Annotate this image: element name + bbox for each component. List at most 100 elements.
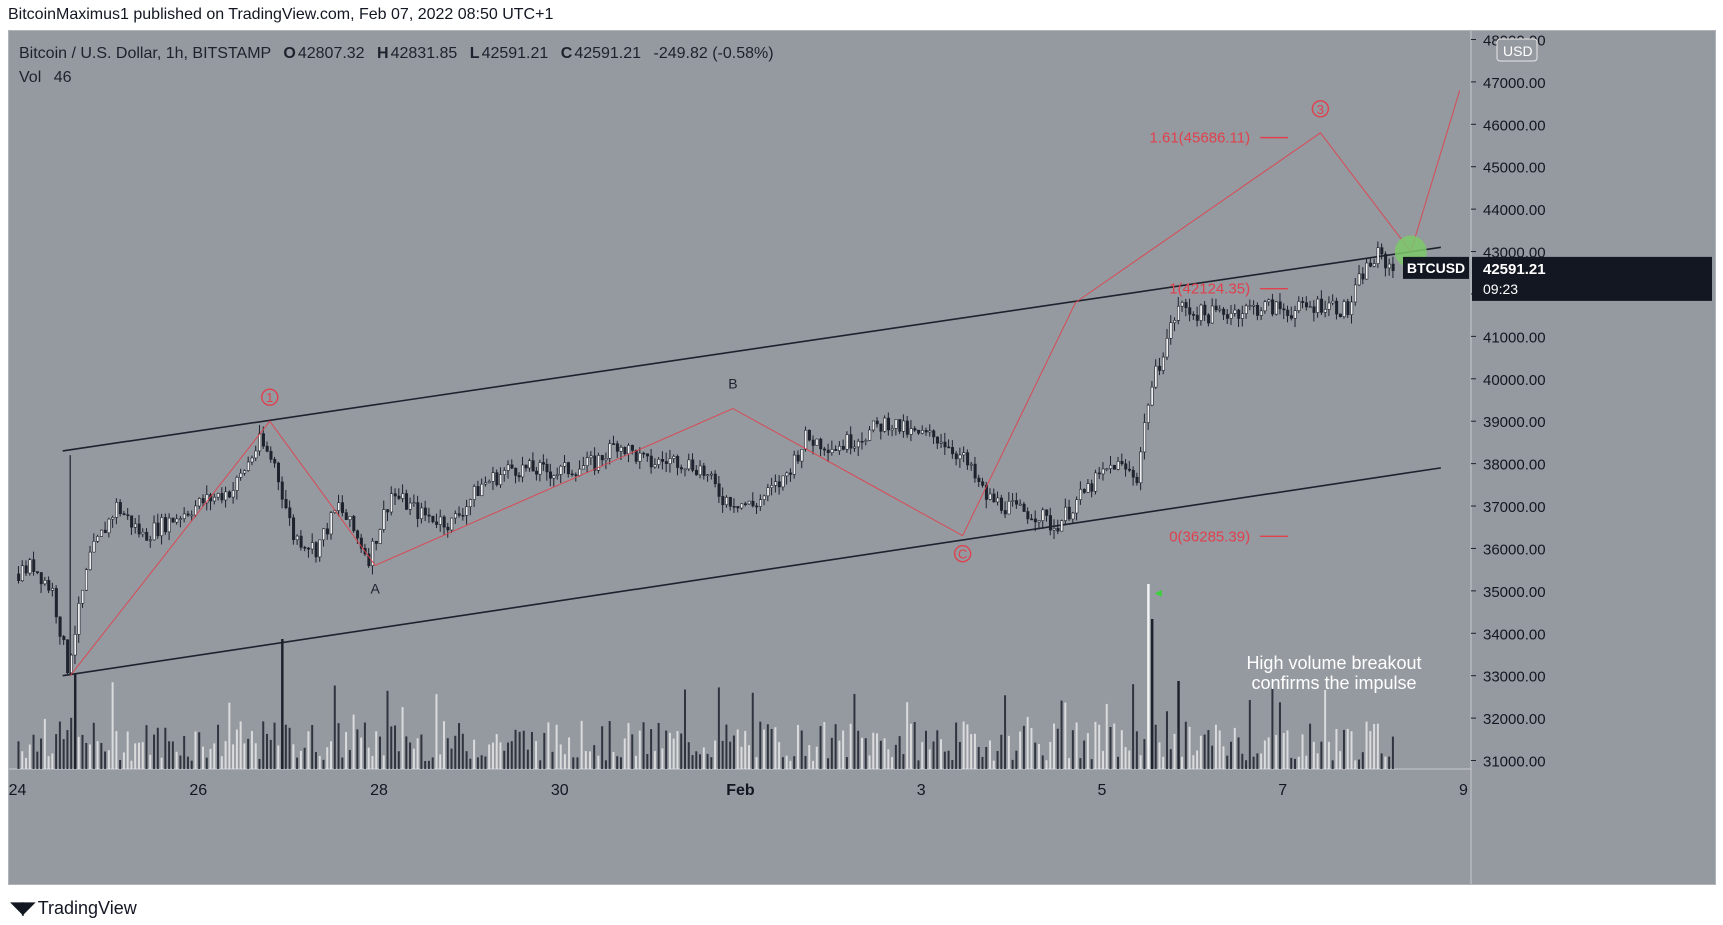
candle-body [133,523,137,528]
volume-bar [1068,758,1071,769]
volume-bar [894,744,897,769]
volume-bar [1019,731,1022,769]
volume-bar [646,753,649,769]
candle-body [1323,309,1327,313]
price-tick-label: 45000.00 [1483,160,1546,177]
candle-body [566,462,570,475]
volume-bar [706,753,709,769]
volume-bar [1260,753,1263,769]
volume-bar [823,722,826,769]
candle-body [721,496,725,506]
candle-body [182,513,186,519]
footer-brand[interactable]: ◥◤ TradingView [10,898,137,919]
volume-bar [1053,723,1056,769]
candle-body [201,498,205,504]
volume-bar [539,760,542,769]
volume-spike-bar [1150,619,1154,769]
candle-body [423,507,427,516]
candle-body [1037,520,1041,523]
channel-upper-line[interactable] [62,246,1441,452]
elliott-wave-path[interactable] [69,90,1461,677]
volume-bar [156,727,159,769]
volume-bar [190,760,193,769]
candle-body [438,516,442,525]
channel-lower-line[interactable] [62,467,1441,677]
volume-bar [446,738,449,769]
volume-bar [62,739,65,769]
volume-value: 46 [53,69,72,86]
close-value: 42591.21 [574,45,642,62]
currency-badge[interactable] [1496,38,1538,62]
volume-bar [488,744,491,769]
high-label: H [377,45,389,62]
volume-bar [345,732,348,769]
candle-body [167,517,171,533]
symbol-title[interactable]: Bitcoin / U.S. Dollar, 1h, BITSTAMP [19,45,271,62]
candle-body [1297,301,1301,311]
symbol-badge-label: BTCUSD [1407,260,1465,276]
volume-bar [299,750,302,769]
candle-body [47,580,51,591]
volume-bar [333,685,336,769]
candle-body [646,453,650,457]
volume-bar [815,746,818,769]
candle-body [1011,500,1015,502]
volume-bar [1199,735,1202,769]
volume-bar [484,756,487,769]
volume-bar [1064,702,1067,769]
volume-bar [1312,741,1315,769]
candle-body [1259,310,1263,316]
candle-body [823,448,827,451]
price-chart[interactable]: 48000.0047000.0046000.0045000.0044000.00… [9,31,1715,884]
wave-label-c-ring [953,545,972,563]
candle-body [535,470,539,475]
volume-bar [499,742,502,769]
volume-bar [1000,734,1003,769]
candle-body [1305,302,1309,308]
volume-bar [555,724,558,769]
volume-bar [145,725,148,769]
candle-body [642,452,646,455]
candle-body [582,465,586,470]
volume-bar [1331,760,1334,769]
candle-body [374,540,378,544]
candle-body [548,471,552,479]
candle-body [420,507,424,519]
volume-bar [1135,731,1138,769]
candle-body [570,473,574,476]
volume-bar [217,724,220,769]
volume-bar [1218,730,1221,769]
candle-body [1173,320,1177,323]
volume-legend: Vol 46 [19,69,72,87]
price-tick-label: 32000.00 [1483,711,1546,728]
candle-body [1365,262,1369,280]
candle-body [1357,273,1361,286]
candle-body [1278,301,1282,310]
candle-body [1289,315,1293,319]
volume-bar [1184,721,1187,769]
candle-body [499,474,503,486]
volume-bar [341,757,344,769]
candle-body [1380,247,1384,255]
volume-bar [1230,741,1233,769]
candle-body [292,517,296,541]
volume-bar [198,732,201,769]
volume-bar [36,751,39,769]
last-price-badge[interactable] [1472,256,1712,301]
volume-bar [1128,750,1131,769]
symbol-badge[interactable] [1403,256,1469,279]
price-tick-label: 44000.00 [1483,202,1546,219]
candle-body [838,445,842,451]
candle-body [531,460,535,472]
candle-body [947,446,951,449]
volume-bar [476,757,479,769]
price-axis-panel[interactable] [1471,31,1715,884]
candle-body [781,475,785,488]
chart-panel[interactable]: 48000.0047000.0046000.0045000.0044000.00… [8,30,1716,885]
volume-bar [966,724,969,769]
volume-bar [1169,749,1172,769]
volume-bar [473,739,476,769]
volume-bar [958,741,961,769]
volume-bar [258,758,261,769]
volume-label: Vol [19,69,42,86]
